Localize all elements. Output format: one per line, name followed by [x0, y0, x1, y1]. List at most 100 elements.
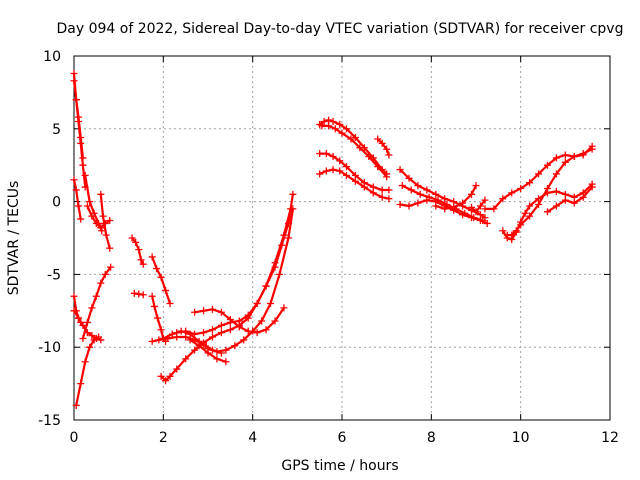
data-point-marker: [535, 201, 543, 209]
data-point-marker: [97, 279, 105, 287]
data-point-marker: [97, 190, 105, 198]
data-point-marker: [329, 152, 337, 160]
series-arc-34: [543, 183, 596, 216]
data-point-marker: [508, 189, 516, 197]
data-point-marker: [414, 199, 422, 207]
x-tick-label: 8: [427, 430, 436, 446]
data-point-marker: [385, 151, 393, 159]
data-point-marker: [74, 202, 82, 210]
data-point-marker: [280, 304, 288, 312]
data-point-marker: [235, 323, 243, 331]
data-point-marker: [153, 265, 161, 273]
data-point-marker: [139, 291, 147, 299]
data-point-marker: [405, 202, 413, 210]
data-point-marker: [92, 334, 100, 342]
data-point-marker: [468, 203, 476, 211]
data-point-marker: [561, 196, 569, 204]
data-point-marker: [432, 202, 440, 210]
data-point-marker: [191, 330, 199, 338]
data-point-marker: [135, 290, 143, 298]
data-point-marker: [74, 314, 82, 322]
data-point-marker: [186, 336, 194, 344]
x-tick-label: 10: [512, 430, 530, 446]
series-arc-26: [396, 166, 489, 222]
series-line: [376, 138, 390, 156]
data-point-marker: [92, 219, 100, 227]
data-point-marker: [72, 401, 80, 409]
data-point-marker: [159, 334, 167, 342]
data-point-marker: [588, 142, 596, 150]
series-line: [401, 184, 484, 222]
data-point-marker: [135, 246, 143, 254]
data-point-marker: [543, 184, 551, 192]
data-point-marker: [79, 154, 87, 162]
data-point-marker: [407, 186, 415, 194]
data-point-marker: [70, 69, 78, 77]
series-layer: [70, 69, 596, 409]
data-point-marker: [483, 219, 491, 227]
data-point-marker: [526, 202, 534, 210]
data-point-marker: [374, 135, 382, 143]
data-point-marker: [275, 270, 283, 278]
data-point-marker: [139, 260, 147, 268]
data-point-marker: [70, 307, 78, 315]
data-point-marker: [499, 195, 507, 203]
data-point-marker: [157, 326, 165, 334]
data-point-marker: [173, 365, 181, 373]
data-point-marker: [481, 196, 489, 204]
data-point-marker: [325, 122, 333, 130]
x-tick-label: 2: [159, 430, 168, 446]
data-point-marker: [284, 234, 292, 242]
data-point-marker: [70, 292, 78, 300]
data-point-marker: [490, 205, 498, 213]
data-point-marker: [222, 358, 230, 366]
data-point-marker: [383, 173, 391, 181]
data-point-marker: [336, 157, 344, 165]
series-arc-02: [70, 77, 87, 162]
data-point-marker: [356, 144, 364, 152]
data-point-marker: [204, 349, 212, 357]
data-point-marker: [289, 190, 297, 198]
data-point-marker: [517, 221, 525, 229]
data-point-marker: [86, 198, 94, 206]
data-point-marker: [191, 346, 199, 354]
data-point-marker: [83, 202, 91, 210]
data-point-marker: [79, 334, 87, 342]
data-point-marker: [88, 304, 96, 312]
y-tick-label: -10: [38, 340, 61, 356]
data-point-marker: [336, 120, 344, 128]
data-point-marker: [320, 118, 328, 126]
data-point-marker: [154, 314, 162, 322]
y-tick-label: -5: [47, 267, 61, 283]
data-point-marker: [543, 161, 551, 169]
series-arc-30: [468, 196, 489, 216]
data-point-marker: [200, 307, 208, 315]
series-arc-03: [70, 292, 85, 326]
data-point-marker: [423, 186, 431, 194]
series-arc-23: [316, 150, 393, 194]
data-point-marker: [244, 327, 252, 335]
data-point-marker: [331, 125, 339, 133]
data-point-marker: [423, 196, 431, 204]
data-point-marker: [374, 163, 382, 171]
data-point-marker: [92, 292, 100, 300]
data-point-marker: [342, 171, 350, 179]
data-point-marker: [351, 177, 359, 185]
data-point-marker: [97, 336, 105, 344]
series-line: [319, 168, 390, 200]
data-point-marker: [217, 308, 225, 316]
data-point-marker: [182, 355, 190, 363]
data-point-marker: [271, 259, 279, 267]
series-arc-24: [316, 166, 393, 203]
data-point-marker: [369, 189, 377, 197]
data-point-marker: [208, 305, 216, 313]
data-point-marker: [383, 145, 391, 153]
data-point-marker: [86, 343, 94, 351]
data-point-marker: [512, 227, 520, 235]
series-line: [470, 199, 486, 214]
data-point-marker: [253, 329, 261, 337]
data-point-marker: [213, 348, 221, 356]
data-point-marker: [280, 231, 288, 239]
data-point-marker: [526, 212, 534, 220]
data-point-marker: [128, 234, 136, 242]
